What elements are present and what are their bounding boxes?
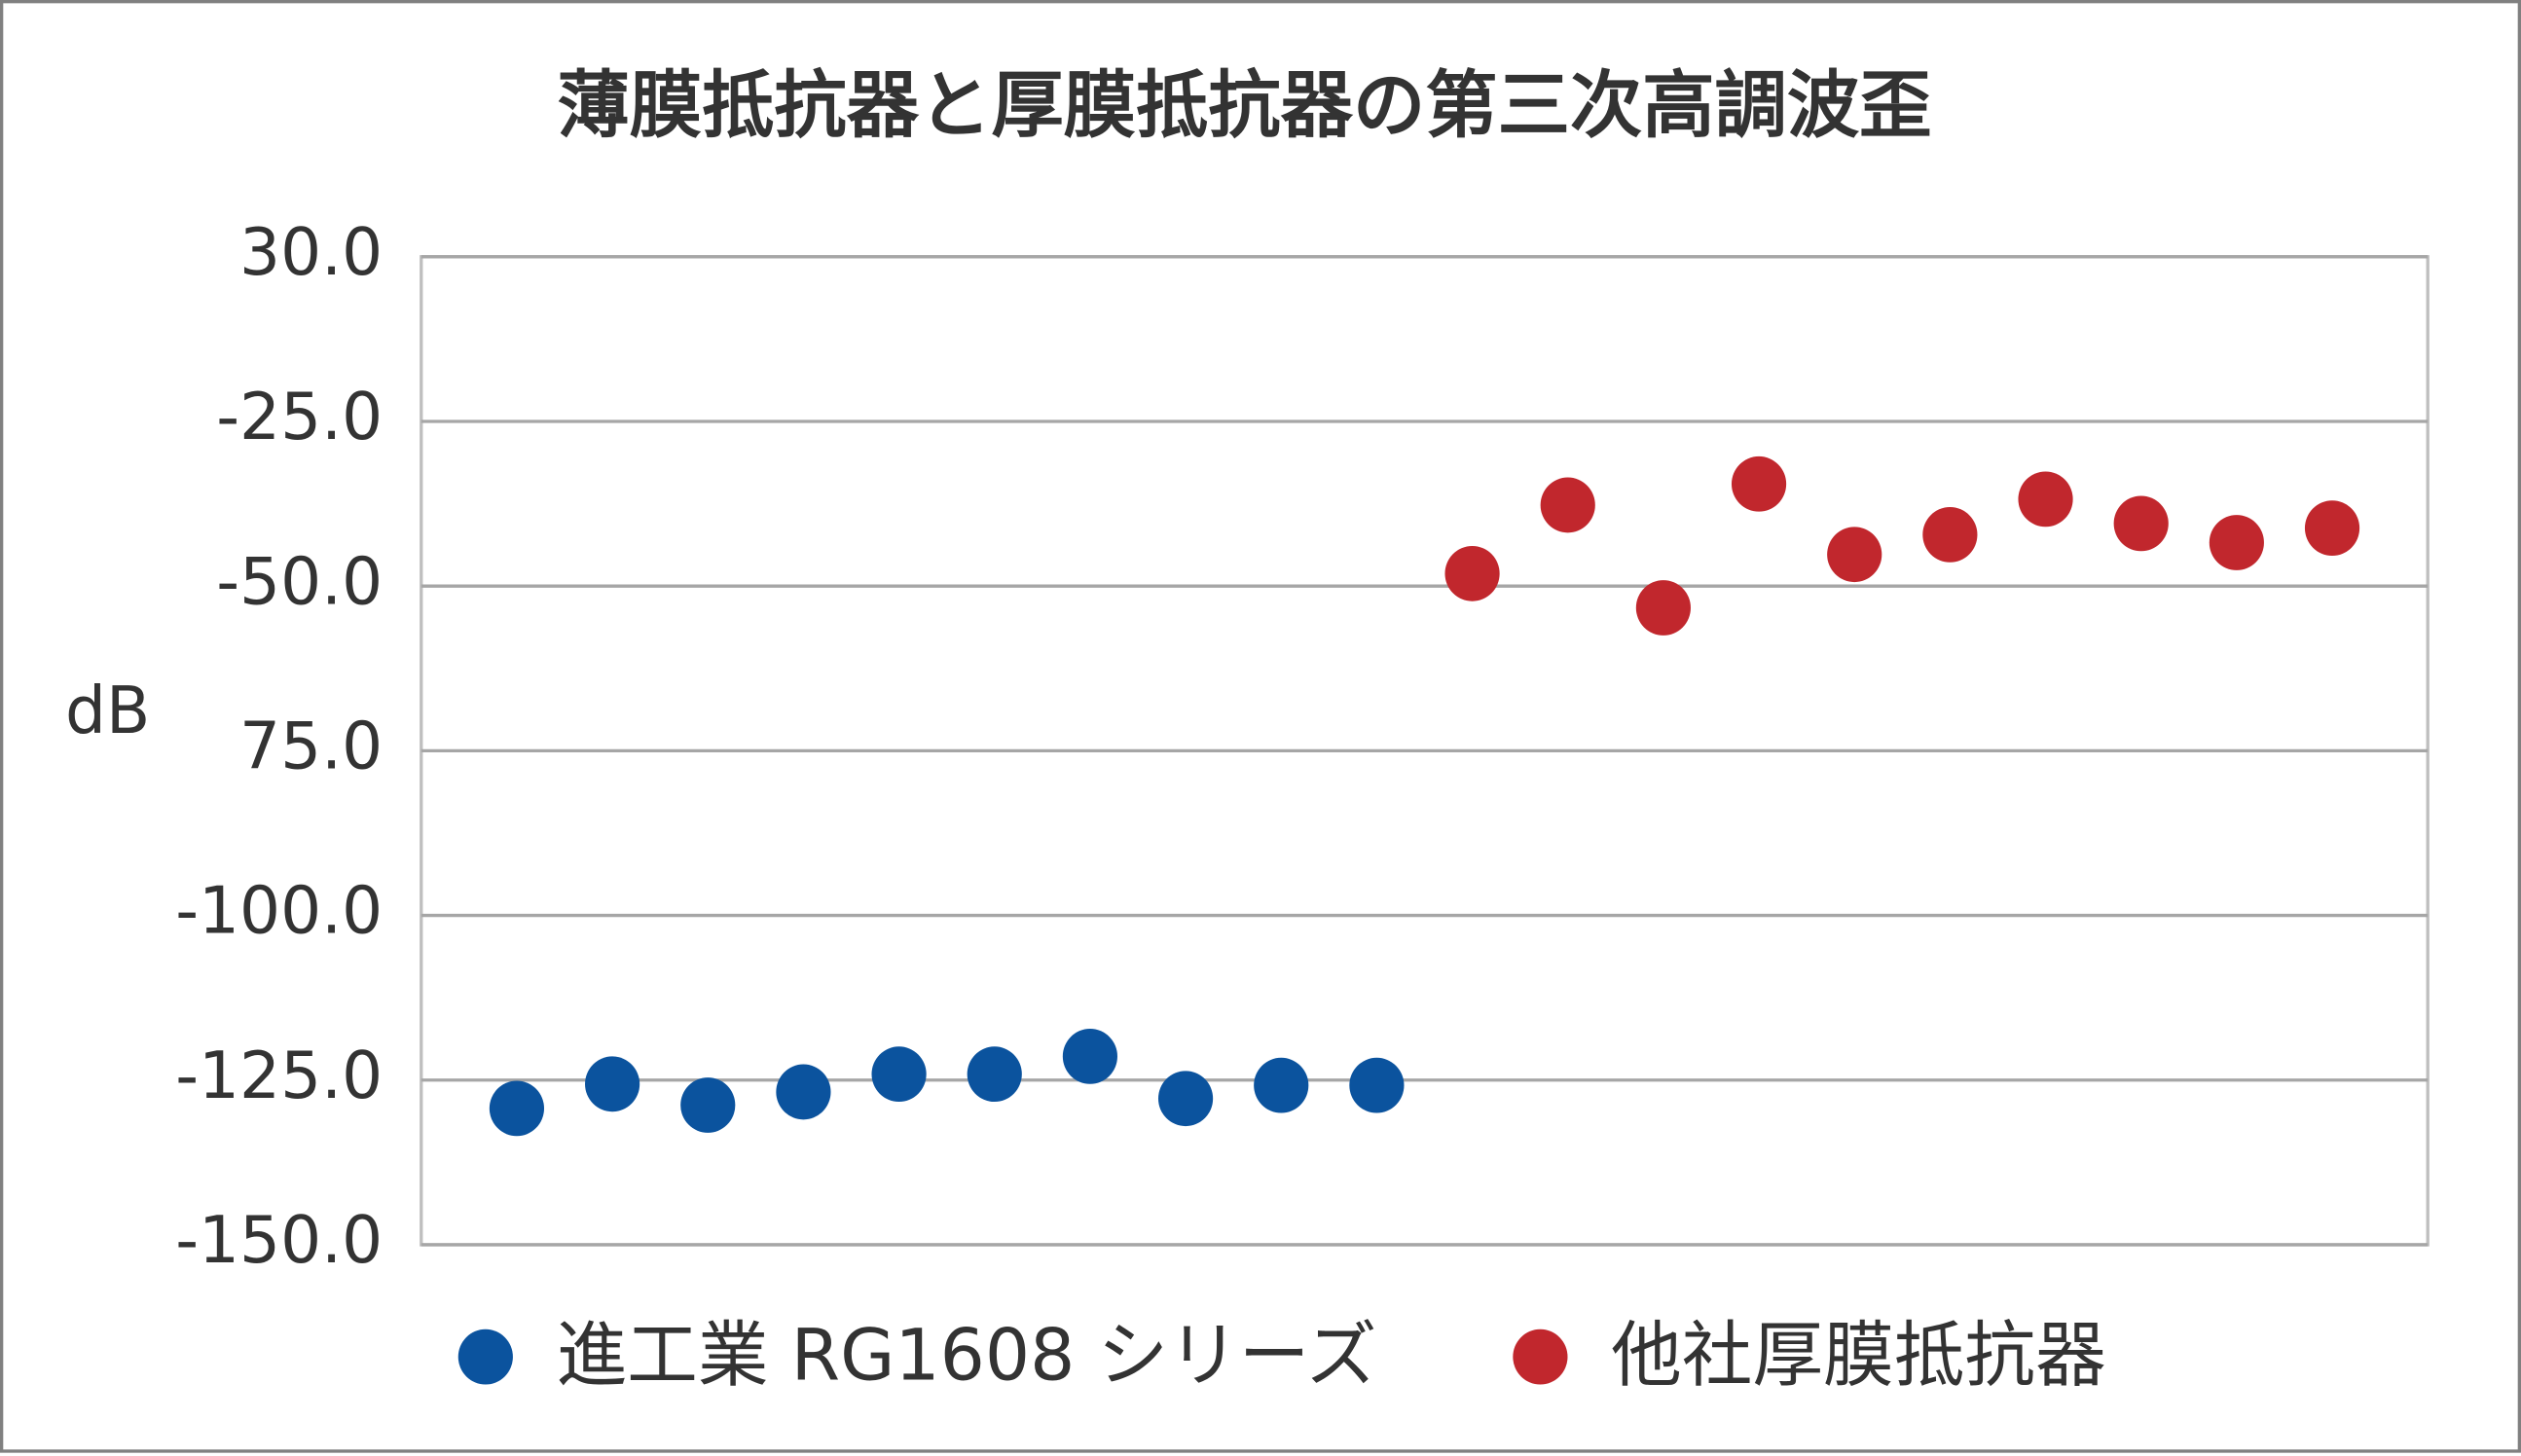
y-tick-label: -150.0 — [175, 1202, 383, 1278]
point — [1540, 477, 1595, 533]
point — [1062, 1029, 1117, 1084]
point — [1731, 455, 1787, 512]
y-tick-label: -50.0 — [216, 543, 383, 619]
y-tick-label: -100.0 — [175, 872, 383, 948]
point — [967, 1046, 1022, 1103]
point — [1827, 527, 1882, 583]
point — [680, 1077, 736, 1133]
point — [871, 1046, 927, 1103]
point — [1922, 507, 1978, 563]
point — [776, 1064, 831, 1120]
point — [1157, 1071, 1214, 1127]
y-tick-label: -125.0 — [175, 1037, 383, 1113]
legend-marker — [1513, 1329, 1568, 1385]
point — [2018, 471, 2073, 528]
point — [585, 1056, 640, 1112]
point — [1254, 1057, 1309, 1113]
point — [2209, 515, 2264, 570]
point — [2113, 495, 2169, 552]
point — [1635, 580, 1691, 636]
point — [1444, 545, 1500, 601]
legend-label: 進工業 RG1608 シリーズ — [557, 1314, 1377, 1397]
y-tick-label: -25.0 — [216, 379, 383, 455]
chart-title: 薄膜抵抗器と厚膜抵抗器の第三次高調波歪 — [557, 63, 1931, 148]
y-tick-label: 75.0 — [239, 708, 383, 783]
legend-label: 他社厚膜抵抗器 — [1611, 1314, 2106, 1397]
point — [1349, 1057, 1405, 1113]
y-tick-label: 30.0 — [239, 214, 383, 290]
point — [489, 1080, 545, 1137]
point — [2304, 500, 2360, 557]
y-axis-label: dB — [65, 672, 150, 747]
legend-marker — [457, 1329, 513, 1385]
